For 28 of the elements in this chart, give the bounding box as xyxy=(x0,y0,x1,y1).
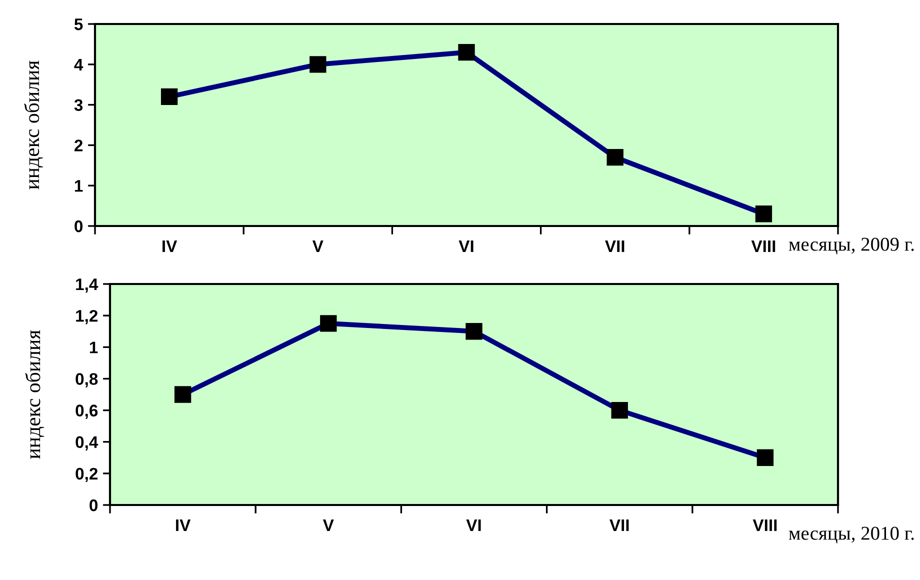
y-tick-label: 2 xyxy=(74,140,83,152)
x-axis-title: месяцы, 2009 г. xyxy=(788,238,914,254)
y-tick-label: 0,2 xyxy=(76,468,98,482)
y-tick-label: 0,8 xyxy=(76,373,98,388)
y-tick-label: 1 xyxy=(74,180,83,192)
y-tick-label: 1,4 xyxy=(76,278,98,293)
x-tick-label: VIII xyxy=(751,240,776,252)
y-tick-label: 0,4 xyxy=(76,436,98,450)
x-tick-label: VII xyxy=(605,240,624,252)
y-tick-label: 0 xyxy=(90,499,98,512)
x-tick-label: VI xyxy=(466,520,481,531)
x-axis-title: месяцы, 2010 г. xyxy=(788,526,914,544)
y-tick-label: 0 xyxy=(74,220,83,232)
x-tick-label: VIII xyxy=(752,520,777,531)
x-tick-label: IV xyxy=(162,240,178,252)
x-tick-label: IV xyxy=(176,520,191,531)
x-tick-label: VI xyxy=(458,240,474,252)
y-tick-label: 4 xyxy=(74,58,84,70)
x-tick-label: VII xyxy=(610,520,629,531)
y-axis-title: индекс обилия xyxy=(25,330,44,459)
y-tick-label: 0,6 xyxy=(76,404,98,419)
x-tick-label: V xyxy=(312,240,324,252)
y-axis-title: индекс обилия xyxy=(24,60,43,190)
y-tick-label: 1,2 xyxy=(76,310,98,324)
y-tick-label: 1 xyxy=(90,342,98,354)
y-tick-label: 5 xyxy=(74,18,83,30)
x-tick-label: V xyxy=(322,520,334,531)
y-tick-label: 3 xyxy=(74,99,83,112)
